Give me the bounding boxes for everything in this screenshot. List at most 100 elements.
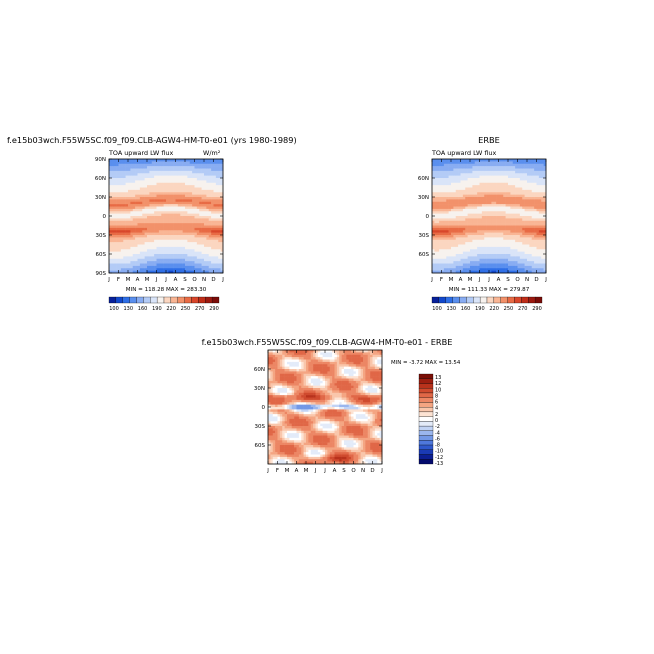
heatmap-cell [158,161,162,165]
heatmap-cell [139,216,143,219]
heatmap-cell [158,261,162,264]
heatmap-cell [149,201,153,205]
heatmap-cell [163,201,167,205]
heatmap-cell [166,168,169,172]
heatmap-cell [462,182,466,186]
heatmap-cell [498,173,502,176]
heatmap-cell [536,256,540,260]
heatmap-cell [486,187,490,191]
heatmap-cell [453,230,457,233]
heatmap-cell [135,180,138,184]
heatmap-cell [275,371,278,375]
heatmap-cell [491,211,495,214]
heatmap-cell [270,437,274,441]
heatmap-cell [218,254,221,257]
heatmap-cell [510,204,514,207]
heatmap-cell [211,208,214,212]
heatmap-cell [135,261,138,264]
heatmap-cell [275,435,278,439]
heatmap-cell [151,244,155,248]
heatmap-cell [187,232,191,236]
heatmap-cell [185,230,188,233]
heatmap-cell [517,246,521,250]
heatmap-cell [510,246,514,250]
heatmap-cell [474,213,478,217]
heatmap-cell [158,258,162,262]
heatmap-cell [220,268,224,271]
heatmap-cell [534,246,537,250]
heatmap-cell [154,180,157,184]
heatmap-cell [206,197,210,200]
heatmap-cell [543,254,547,257]
heatmap-cell [149,180,153,184]
heatmap-cell [489,192,492,195]
heatmap-cell [536,216,540,219]
heatmap-cell [137,227,141,231]
heatmap-cell [130,163,134,167]
heatmap-cell [529,256,533,260]
heatmap-cell [467,220,471,224]
heatmap-cell [211,194,214,198]
heatmap-cell [220,197,224,200]
heatmap-cell [510,261,514,264]
heatmap-cell [151,251,155,255]
heatmap-cell [116,227,119,231]
heatmap-cell [529,192,533,195]
heatmap-cell [275,421,278,424]
heatmap-cell [500,246,504,250]
heatmap-cell [474,208,478,212]
heatmap-cell [158,256,162,260]
heatmap-cell [113,239,117,243]
heatmap-cell [111,263,115,267]
heatmap-cell [448,218,452,222]
heatmap-cell [484,261,487,264]
heatmap-cell [151,261,155,264]
heatmap-cell [192,223,195,226]
heatmap-cell [531,163,535,167]
heatmap-cell [156,197,160,200]
heatmap-cell [154,173,157,176]
heatmap-cell [180,194,183,198]
heatmap-cell [199,227,202,231]
heatmap-cell [208,237,212,241]
heatmap-cell [192,163,195,167]
heatmap-cell [208,263,212,267]
heatmap-cell [277,376,281,379]
heatmap-cell [448,263,452,267]
heatmap-cell [175,211,179,214]
heatmap-cell [531,192,535,195]
heatmap-cell [109,230,112,233]
heatmap-cell [149,204,153,207]
heatmap-cell [211,187,214,191]
heatmap-cell [144,225,148,229]
heatmap-cell [508,206,511,210]
heatmap-cell [187,182,191,186]
heatmap-cell [460,237,464,241]
heatmap-cell [515,201,518,205]
heatmap-cell [156,192,160,195]
heatmap-cell [125,168,129,172]
heatmap-cell [168,263,172,267]
heatmap-cell [498,182,502,186]
heatmap-cell [144,254,148,257]
heatmap-cell [517,227,521,231]
heatmap-cell [436,256,440,260]
x-tick-label: M [468,277,473,283]
heatmap-cell [496,182,499,186]
heatmap-cell [206,216,210,219]
heatmap-cell [493,211,497,214]
heatmap-cell [132,178,136,181]
heatmap-cell [113,251,117,255]
heatmap-cell [515,265,518,269]
heatmap-cell [441,163,445,167]
heatmap-cell [538,244,542,248]
heatmap-cell [118,232,122,236]
heatmap-cell [436,263,440,267]
heatmap-cell [541,199,544,203]
heatmap-cell [268,378,271,382]
heatmap-cell [132,170,136,174]
heatmap-cell [470,256,473,260]
heatmap-cell [187,163,191,167]
heatmap-cell [139,265,143,269]
heatmap-cell [130,244,134,248]
